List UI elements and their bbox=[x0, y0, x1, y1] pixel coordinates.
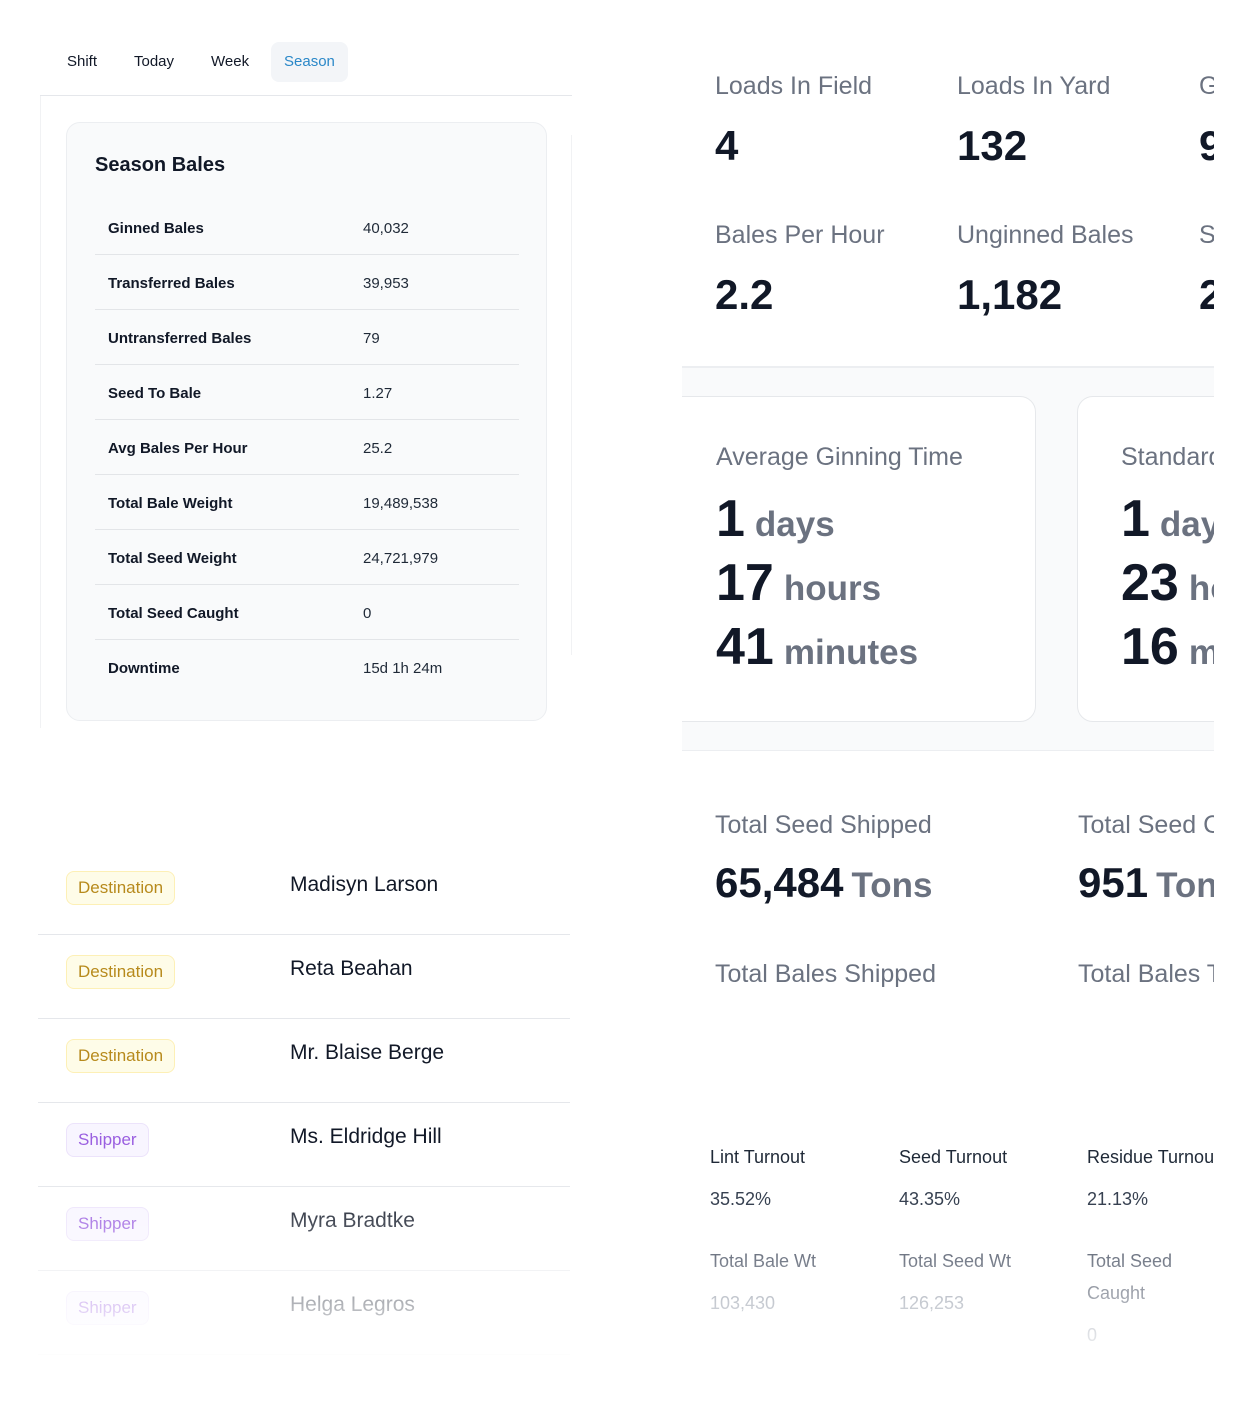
stat-value-partial: 9 bbox=[1199, 122, 1214, 169]
table-row: Ginned Bales 40,032 bbox=[95, 200, 519, 255]
total-seed-wt-value: 126,253 bbox=[899, 1293, 965, 1313]
lint-turnout-value: 35.52% bbox=[710, 1189, 772, 1209]
partner-name: Madisyn Larson bbox=[290, 873, 439, 896]
average-ginning-time-title: Average Ginning Time bbox=[716, 443, 963, 471]
total-bale-wt-label: Total Bale Wt bbox=[710, 1251, 817, 1271]
table-row: Total Seed Weight 24,721,979 bbox=[95, 530, 519, 585]
ginning-minutes: 41 minutes bbox=[716, 618, 919, 676]
period-tabs: Shift Today Week Season bbox=[40, 42, 572, 96]
ginning-hours: 23hours bbox=[1121, 554, 1214, 612]
row-label: Total Bale Weight bbox=[108, 495, 233, 512]
residue-turnout-label: Residue Turnout bbox=[1087, 1147, 1214, 1167]
residue-turnout-value: 21.13% bbox=[1087, 1189, 1149, 1209]
row-value: 24,721,979 bbox=[363, 550, 439, 567]
total-seed-shipped-value: 65,484 Tons bbox=[715, 859, 933, 906]
stat-value-partial: 2 bbox=[1199, 271, 1214, 318]
table-row: Transferred Bales 39,953 bbox=[95, 255, 519, 310]
total-seed-caught-value: 0 bbox=[1087, 1325, 1098, 1345]
load-stats-card: Loads In Field 4 Loads In Yard 132 G 9 B… bbox=[682, 40, 1214, 368]
table-row: Total Seed Caught 0 bbox=[95, 585, 519, 640]
role-badge: Destination bbox=[66, 871, 176, 905]
tab-shift[interactable]: Shift bbox=[67, 53, 98, 70]
stat-label-partial: S bbox=[1199, 221, 1214, 249]
lint-turnout-label: Lint Turnout bbox=[710, 1147, 806, 1167]
row-value: 0 bbox=[363, 605, 372, 622]
total-seed-shipped-label: Total Seed Shipped bbox=[715, 811, 932, 839]
role-badge: Destination bbox=[66, 955, 176, 989]
partner-name: Reta Beahan bbox=[290, 957, 413, 980]
total-seed-caught-label: Total Seed Caught bbox=[1087, 1251, 1173, 1303]
average-ginning-time-card: Average Ginning Time 1 days 17 hours 41 min… bbox=[682, 396, 1036, 722]
row-label: Untransferred Bales bbox=[108, 330, 252, 347]
partner-name: Helga Legros bbox=[290, 1293, 415, 1316]
row-label: Avg Bales Per Hour bbox=[108, 440, 248, 457]
ginning-minutes: 16minutes bbox=[1121, 618, 1214, 676]
seed-turnout-value: 43.35% bbox=[899, 1189, 961, 1209]
bales-per-hour-value: 2.2 bbox=[715, 271, 774, 318]
role-badge: Shipper bbox=[66, 1123, 149, 1157]
tab-season[interactable]: Season bbox=[271, 42, 348, 82]
partner-name: Mr. Blaise Berge bbox=[290, 1041, 445, 1064]
list-item[interactable]: Shipper Myra Bradtke bbox=[38, 1187, 570, 1271]
table-row: Seed To Bale 1.27 bbox=[95, 365, 519, 420]
unginned-bales-label: Unginned Bales bbox=[957, 221, 1134, 249]
divider bbox=[40, 96, 41, 728]
stat-label-partial: G bbox=[1199, 72, 1214, 100]
role-badge: Destination bbox=[66, 1039, 176, 1073]
partner-name: Ms. Eldridge Hill bbox=[290, 1125, 442, 1148]
role-badge: Shipper bbox=[66, 1207, 149, 1241]
row-label: Total Seed Caught bbox=[108, 605, 239, 622]
row-label: Downtime bbox=[108, 660, 180, 677]
table-row: Total Bale Weight 19,489,538 bbox=[95, 475, 519, 530]
shipping-stats-card: Total Seed Shipped 65,484 Tons Total Seed… bbox=[682, 750, 1214, 1080]
bales-per-hour-label: Bales Per Hour bbox=[715, 221, 885, 249]
list-item[interactable]: Shipper Ms. Eldridge Hill bbox=[38, 1103, 570, 1187]
row-value: 40,032 bbox=[363, 220, 409, 237]
list-item[interactable]: Destination Madisyn Larson bbox=[38, 851, 570, 935]
row-label: Total Seed Weight bbox=[108, 550, 237, 567]
divider bbox=[571, 135, 572, 655]
total-bale-wt-value: 103,430 bbox=[710, 1293, 776, 1313]
table-row: Untransferred Bales 79 bbox=[95, 310, 519, 365]
row-value: 15d 1h 24m bbox=[363, 660, 443, 677]
table-row: Downtime 15d 1h 24m bbox=[95, 640, 519, 695]
seed-turnout-label: Seed Turnout bbox=[899, 1147, 1008, 1167]
row-label: Transferred Bales bbox=[108, 275, 235, 292]
total-seed-value: 951Tons bbox=[1078, 859, 1214, 906]
list-item[interactable]: Destination Mr. Blaise Berge bbox=[38, 1019, 570, 1103]
loads-in-field-value: 4 bbox=[715, 122, 739, 169]
season-bales-card: Season Bales Ginned Bales 40,032 Transferr… bbox=[66, 122, 547, 721]
row-value: 19,489,538 bbox=[363, 495, 439, 512]
table-row: Avg Bales Per Hour 25.2 bbox=[95, 420, 519, 475]
card-title: Season Bales bbox=[95, 154, 226, 176]
total-seed-label: Total Seed Caught bbox=[1078, 811, 1214, 839]
tab-week[interactable]: Week bbox=[211, 53, 250, 70]
loads-in-field-label: Loads In Field bbox=[715, 72, 873, 100]
loads-in-yard-label: Loads In Yard bbox=[957, 72, 1111, 100]
row-label: Seed To Bale bbox=[108, 385, 202, 402]
partner-name: Myra Bradtke bbox=[290, 1209, 415, 1232]
tab-today[interactable]: Today bbox=[134, 53, 175, 70]
loads-in-yard-value: 132 bbox=[957, 122, 1028, 169]
standard-ginning-time-title: Standard bbox=[1121, 443, 1214, 471]
ginning-hours: 17 hours bbox=[716, 554, 882, 612]
row-value: 79 bbox=[363, 330, 380, 347]
list-item[interactable]: Destination Reta Beahan bbox=[38, 935, 570, 1019]
row-label: Ginned Bales bbox=[108, 220, 204, 237]
dashboard-panel: Loads In Field 4 Loads In Yard 132 G 9 B… bbox=[682, 0, 1214, 1402]
role-badge: Shipper bbox=[66, 1291, 149, 1325]
row-value: 1.27 bbox=[363, 385, 393, 402]
list-item[interactable]: Shipper Helga Legros bbox=[38, 1271, 570, 1355]
unginned-bales-value: 1,182 bbox=[957, 271, 1063, 318]
total-seed-wt-label: Total Seed Wt bbox=[899, 1251, 1012, 1271]
total-bales-label: Total Bales Transferred bbox=[1078, 960, 1214, 988]
row-value: 39,953 bbox=[363, 275, 409, 292]
total-bales-shipped-label: Total Bales Shipped bbox=[715, 960, 936, 988]
row-value: 25.2 bbox=[363, 440, 393, 457]
